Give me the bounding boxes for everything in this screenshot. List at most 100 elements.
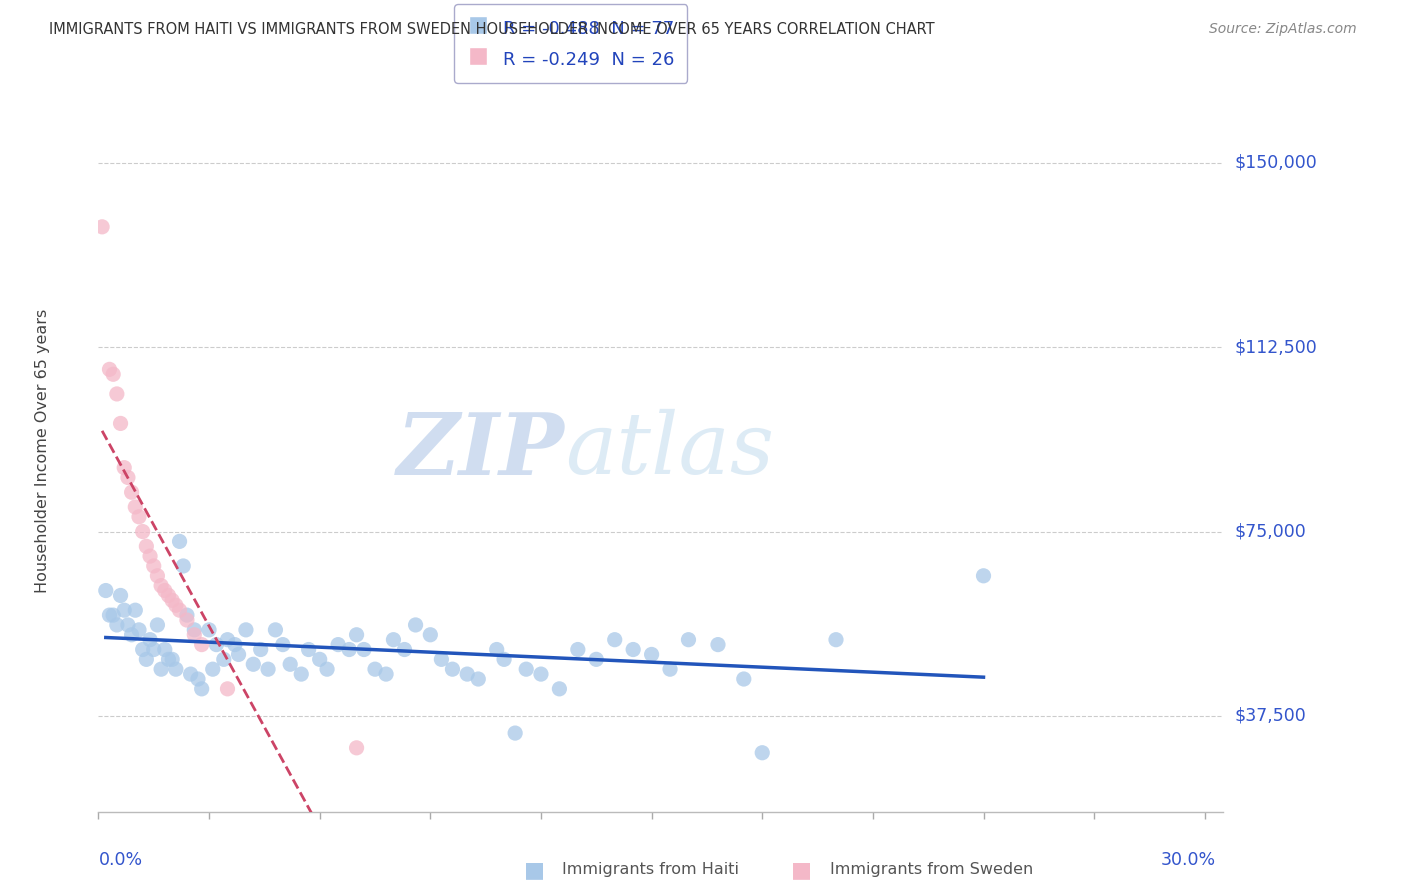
Point — [353, 642, 375, 657]
Point — [430, 652, 453, 666]
Point — [235, 623, 257, 637]
Point — [101, 608, 124, 623]
Point — [205, 638, 228, 652]
Text: ZIP: ZIP — [398, 409, 565, 492]
Point — [142, 642, 165, 657]
Point — [105, 618, 128, 632]
Point — [217, 681, 239, 696]
Text: IMMIGRANTS FROM HAITI VS IMMIGRANTS FROM SWEDEN HOUSEHOLDER INCOME OVER 65 YEARS: IMMIGRANTS FROM HAITI VS IMMIGRANTS FROM… — [49, 22, 935, 37]
Text: atlas: atlas — [565, 409, 775, 491]
Point — [298, 642, 321, 657]
Point — [585, 652, 607, 666]
Text: Source: ZipAtlas.com: Source: ZipAtlas.com — [1209, 22, 1357, 37]
Point — [271, 638, 294, 652]
Point — [224, 638, 246, 652]
Point — [394, 642, 416, 657]
Point — [157, 652, 180, 666]
Point — [91, 219, 114, 234]
Text: 30.0%: 30.0% — [1161, 851, 1216, 869]
Point — [110, 417, 132, 431]
Text: $37,500: $37,500 — [1234, 706, 1306, 725]
Point — [121, 628, 143, 642]
Point — [278, 657, 301, 672]
Point — [131, 642, 153, 657]
Point — [139, 632, 162, 647]
Text: 0.0%: 0.0% — [98, 851, 142, 869]
Point — [308, 652, 330, 666]
Point — [105, 387, 128, 401]
Point — [603, 632, 626, 647]
Text: $75,000: $75,000 — [1234, 523, 1306, 541]
Point — [242, 657, 264, 672]
Point — [190, 638, 212, 652]
Point — [530, 667, 553, 681]
Point — [121, 485, 143, 500]
Point — [165, 662, 187, 676]
Point — [751, 746, 773, 760]
Point — [217, 632, 239, 647]
Point — [375, 667, 398, 681]
Point — [548, 681, 571, 696]
Point — [485, 642, 508, 657]
Point — [160, 593, 183, 607]
Point — [503, 726, 526, 740]
Point — [128, 509, 150, 524]
Point — [382, 632, 405, 647]
Point — [346, 740, 368, 755]
Text: Householder Income Over 65 years: Householder Income Over 65 years — [35, 309, 49, 592]
Point — [169, 534, 191, 549]
Point — [249, 642, 271, 657]
Text: $112,500: $112,500 — [1234, 338, 1317, 356]
Point — [135, 652, 157, 666]
Point — [153, 642, 176, 657]
Point — [257, 662, 280, 676]
Point — [112, 603, 135, 617]
Point — [135, 539, 157, 553]
Point — [228, 648, 250, 662]
Point — [337, 642, 360, 657]
Text: $150,000: $150,000 — [1234, 154, 1317, 172]
Point — [973, 569, 995, 583]
Point — [494, 652, 516, 666]
Text: ■: ■ — [792, 860, 811, 880]
Point — [467, 672, 489, 686]
Point — [419, 628, 441, 642]
Point — [405, 618, 427, 632]
Point — [169, 603, 191, 617]
Point — [640, 648, 662, 662]
Text: Immigrants from Sweden: Immigrants from Sweden — [830, 863, 1033, 877]
Point — [180, 667, 202, 681]
Point — [659, 662, 682, 676]
Point — [678, 632, 700, 647]
Point — [124, 603, 146, 617]
Point — [128, 623, 150, 637]
Text: ■: ■ — [524, 860, 544, 880]
Point — [139, 549, 162, 563]
Point — [201, 662, 224, 676]
Point — [157, 589, 180, 603]
Text: Immigrants from Haiti: Immigrants from Haiti — [562, 863, 740, 877]
Point — [456, 667, 478, 681]
Point — [621, 642, 644, 657]
Point — [150, 579, 173, 593]
Point — [112, 460, 135, 475]
Point — [316, 662, 339, 676]
Point — [187, 672, 209, 686]
Point — [364, 662, 387, 676]
Point — [124, 500, 146, 514]
Point — [190, 681, 212, 696]
Point — [160, 652, 183, 666]
Point — [98, 362, 121, 376]
Point — [176, 613, 198, 627]
Point — [733, 672, 755, 686]
Point — [212, 652, 235, 666]
Point — [441, 662, 464, 676]
Point — [117, 618, 139, 632]
Point — [198, 623, 221, 637]
Legend: R = -0.488  N = 77, R = -0.249  N = 26: R = -0.488 N = 77, R = -0.249 N = 26 — [454, 4, 688, 83]
Point — [290, 667, 312, 681]
Point — [150, 662, 173, 676]
Point — [131, 524, 153, 539]
Point — [98, 608, 121, 623]
Point — [117, 470, 139, 484]
